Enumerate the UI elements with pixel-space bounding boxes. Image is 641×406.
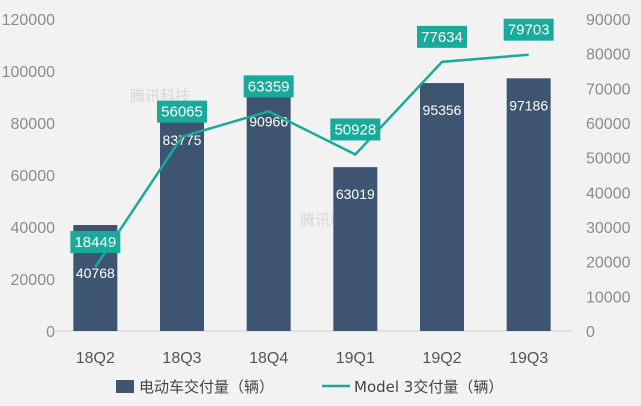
category-label: 18Q4 [249, 350, 288, 367]
legend-line-label: Model 3交付量（辆） [354, 378, 503, 396]
right-axis: 0 10000 20000 30000 40000 50000 60000 70000 8000… [586, 12, 631, 341]
line-label-text: 50928 [334, 121, 376, 138]
watermark-text: 腾讯科技 [130, 87, 190, 105]
bar [333, 167, 378, 331]
line-label-text: 18449 [74, 234, 116, 251]
line-label-box [157, 100, 207, 123]
left-axis: 0 20000 40000 60000 80000 100000 120000 [2, 12, 55, 341]
bar [420, 83, 464, 331]
right-tick-label: 70000 [586, 81, 631, 98]
line-series [94, 53, 529, 268]
bar-value-label: 63019 [336, 186, 375, 202]
right-tick-label: 90000 [586, 12, 631, 29]
line-label-text: 56065 [161, 104, 203, 121]
line-label-box [243, 75, 294, 98]
bar [160, 113, 204, 331]
left-tick-label: 0 [46, 324, 55, 341]
category-label: 19Q2 [422, 350, 461, 367]
right-tick-label: 0 [586, 324, 595, 341]
bar-value-label: 95356 [423, 102, 462, 118]
line-label-box [330, 118, 381, 141]
line-value-label: 63359 [243, 75, 294, 98]
left-tick-label: 40000 [11, 220, 56, 237]
right-tick-label: 20000 [586, 255, 631, 272]
line-labels: 18449 56065 63359 50928 77634 79703 [70, 18, 554, 254]
category-label: 19Q3 [509, 350, 548, 367]
left-tick-label: 20000 [11, 272, 56, 289]
right-tick-label: 80000 [586, 47, 631, 64]
line-value-label: 79703 [503, 18, 554, 41]
bar [246, 94, 291, 331]
bar [506, 78, 551, 331]
right-tick-label: 60000 [586, 116, 631, 133]
right-tick-label: 40000 [586, 185, 631, 202]
line-label-box [503, 18, 554, 41]
line-value-label: 56065 [157, 100, 207, 123]
bar-value-label: 40768 [76, 265, 115, 281]
line-label-box [417, 25, 467, 48]
legend-bar-label: 电动车交付量（辆） [139, 378, 274, 396]
left-tick-label: 100000 [2, 64, 55, 81]
left-tick-label: 120000 [2, 12, 55, 29]
left-tick-label: 60000 [11, 168, 56, 185]
legend-bar-swatch [116, 380, 134, 393]
category-labels: 18Q2 18Q3 18Q4 19Q1 19Q2 19Q3 [76, 350, 549, 367]
bars [73, 78, 551, 331]
legend: 电动车交付量（辆） Model 3交付量（辆） [116, 378, 503, 396]
category-label: 18Q3 [162, 350, 201, 367]
bar-value-label: 83775 [163, 132, 202, 148]
line-value-label: 18449 [70, 231, 121, 254]
line-value-label: 77634 [417, 25, 467, 48]
line-label-text: 63359 [248, 78, 290, 95]
right-tick-label: 30000 [586, 220, 631, 237]
line-label-text: 79703 [508, 22, 550, 39]
right-tick-label: 10000 [586, 289, 631, 306]
category-label: 18Q2 [76, 350, 115, 367]
right-tick-label: 50000 [586, 151, 631, 168]
line-value-label: 50928 [330, 118, 381, 141]
category-label: 19Q1 [336, 350, 375, 367]
bar-value-label: 97186 [509, 97, 548, 113]
line-label-text: 77634 [421, 29, 463, 46]
line-path [94, 53, 529, 268]
left-tick-label: 80000 [11, 116, 56, 133]
line-label-box [70, 231, 121, 254]
